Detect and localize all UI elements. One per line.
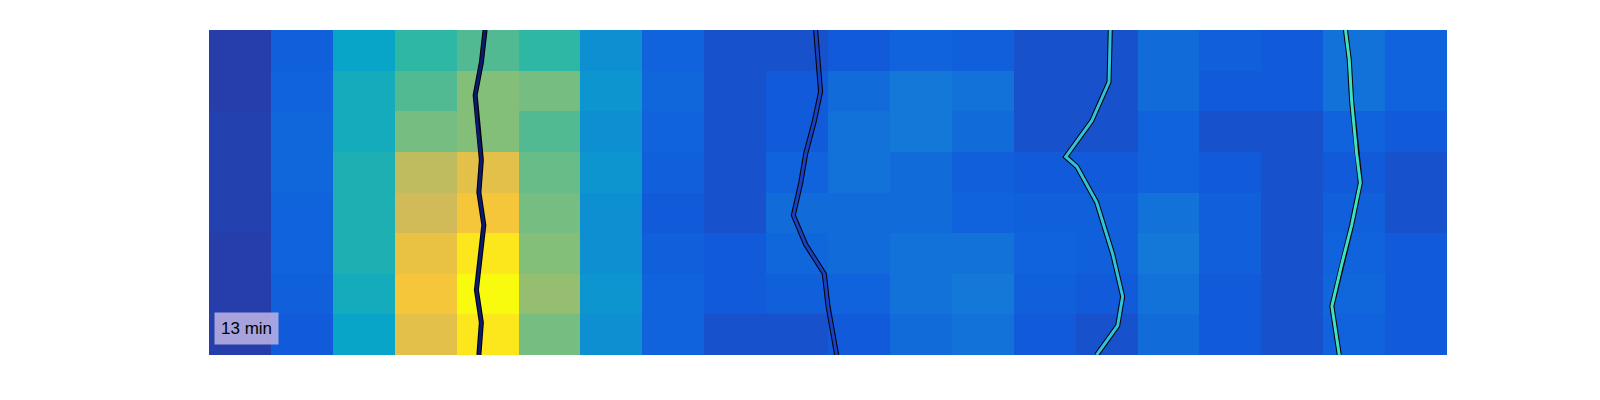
svg-text:13 min: 13 min: [221, 319, 272, 338]
